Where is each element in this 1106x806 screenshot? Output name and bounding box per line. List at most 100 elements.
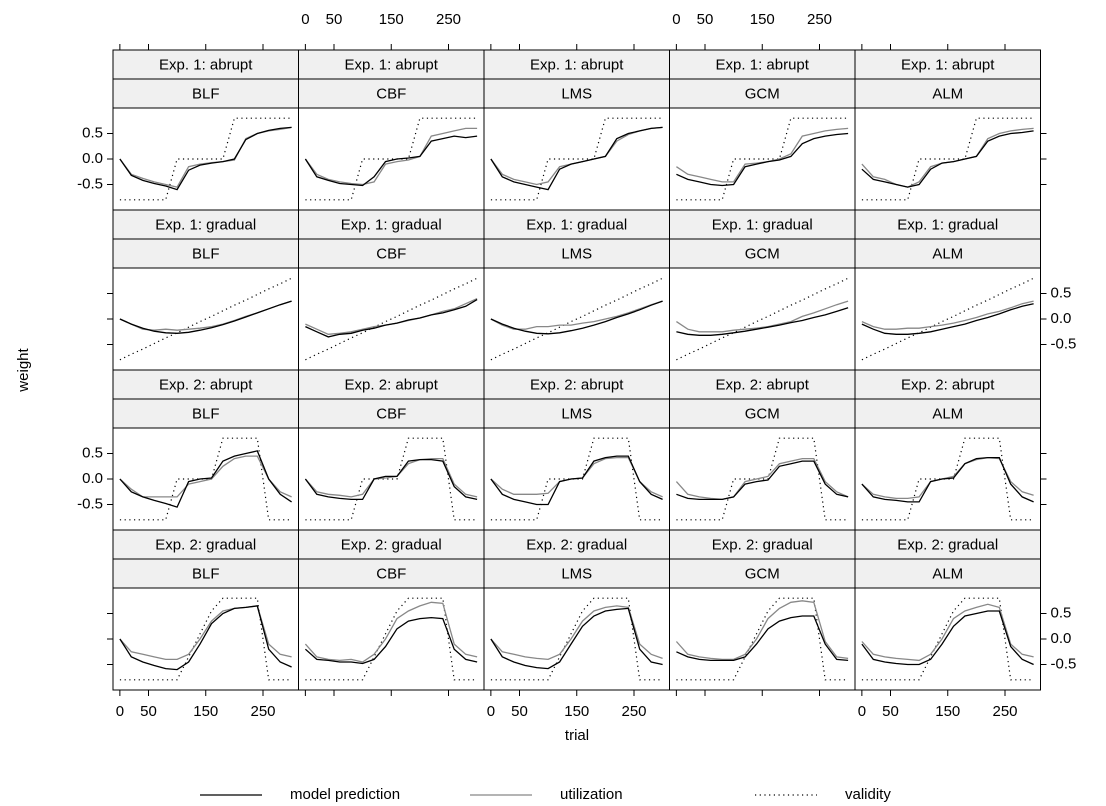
strip <box>298 209 485 240</box>
series-line <box>305 299 478 338</box>
series-line <box>305 277 478 361</box>
y-tick-label: -0.5 <box>1051 655 1077 672</box>
strip <box>483 398 670 429</box>
y-tick-label: -0.5 <box>77 175 103 192</box>
series-line <box>861 437 1034 521</box>
strip <box>112 209 299 240</box>
series-line <box>490 607 663 670</box>
strip <box>854 49 1041 80</box>
series-line <box>304 127 478 186</box>
strip-label: ALM <box>932 245 963 262</box>
strip <box>298 529 485 560</box>
y-tick-label: -0.5 <box>77 495 103 512</box>
series-line <box>490 126 663 186</box>
series-line <box>676 615 849 662</box>
y-tick-label: -0.5 <box>1051 335 1077 352</box>
strip-label: Exp. 1: abrupt <box>159 56 253 73</box>
strip <box>112 238 299 269</box>
series-line <box>119 597 292 681</box>
strip-label: Exp. 1: gradual <box>897 216 998 233</box>
strip-label: GCM <box>745 245 780 262</box>
series-line <box>304 601 478 663</box>
series-line <box>305 298 478 335</box>
strip-label: Exp. 1: abrupt <box>901 56 995 73</box>
strip <box>854 369 1041 400</box>
panel <box>669 427 856 531</box>
series-line <box>861 127 1034 188</box>
series-line <box>304 457 478 498</box>
panel <box>669 107 856 211</box>
x-tick-label: 0 <box>672 11 680 28</box>
x-axis-label: trial <box>565 727 589 744</box>
strip-label: BLF <box>192 405 220 422</box>
strip-label: GCM <box>745 85 780 102</box>
strip <box>669 238 856 269</box>
x-tick-label: 250 <box>621 703 646 720</box>
series-line <box>676 117 849 201</box>
strip <box>483 238 670 269</box>
strip-label: Exp. 1: abrupt <box>345 56 439 73</box>
series-line <box>119 126 292 188</box>
panel <box>298 107 485 211</box>
panel <box>112 587 299 691</box>
x-tick-label: 0 <box>116 703 124 720</box>
series-line <box>490 455 663 506</box>
series-line <box>676 597 849 681</box>
series-line <box>675 457 849 501</box>
x-tick-label: 150 <box>193 703 218 720</box>
strip-label: Exp. 2: abrupt <box>345 376 439 393</box>
series-line <box>304 616 478 665</box>
x-tick-label: 150 <box>750 11 775 28</box>
panel <box>298 427 485 531</box>
strip-label: Exp. 2: gradual <box>712 536 813 553</box>
x-tick-label: 150 <box>379 11 404 28</box>
series-line <box>490 456 663 498</box>
panel <box>298 587 485 691</box>
strip-label: Exp. 1: gradual <box>526 216 627 233</box>
legend-label: utilization <box>560 786 623 803</box>
strip-label: Exp. 1: abrupt <box>530 56 624 73</box>
strip-label: Exp. 1: abrupt <box>716 56 810 73</box>
series-line <box>119 437 292 521</box>
strip <box>112 49 299 80</box>
strip-label: CBF <box>376 565 406 582</box>
strip-label: Exp. 2: abrupt <box>901 376 995 393</box>
panel <box>854 107 1041 211</box>
strip <box>854 238 1041 269</box>
strip-label: Exp. 2: gradual <box>526 536 627 553</box>
strip-label: ALM <box>932 565 963 582</box>
legend-label: model prediction <box>290 786 400 803</box>
series-line <box>861 597 1034 681</box>
x-tick-label: 250 <box>250 703 275 720</box>
series-line <box>119 300 292 334</box>
series-line <box>304 458 478 501</box>
legend-label: validity <box>845 786 891 803</box>
x-tick-label: 50 <box>511 703 528 720</box>
strip-label: LMS <box>561 85 592 102</box>
x-tick-label: 150 <box>564 703 589 720</box>
x-tick-label: 250 <box>436 11 461 28</box>
series-line <box>861 300 1034 330</box>
strip <box>483 558 670 589</box>
series-line <box>861 130 1034 188</box>
strip-label: Exp. 2: abrupt <box>530 376 624 393</box>
strip-label: Exp. 2: gradual <box>341 536 442 553</box>
strip-label: Exp. 2: gradual <box>897 536 998 553</box>
series-line <box>305 437 478 521</box>
series-line <box>490 300 663 330</box>
series-line <box>861 303 1034 335</box>
series-line <box>490 605 663 661</box>
strip <box>669 209 856 240</box>
strip-label: BLF <box>192 245 220 262</box>
series-line <box>490 597 663 681</box>
series-line <box>490 117 663 201</box>
series-line <box>119 450 292 508</box>
strip <box>483 209 670 240</box>
series-line <box>676 460 849 501</box>
strip-label: CBF <box>376 405 406 422</box>
strip <box>112 398 299 429</box>
y-tick-label: 0.5 <box>1051 284 1072 301</box>
strip-label: Exp. 1: gradual <box>712 216 813 233</box>
